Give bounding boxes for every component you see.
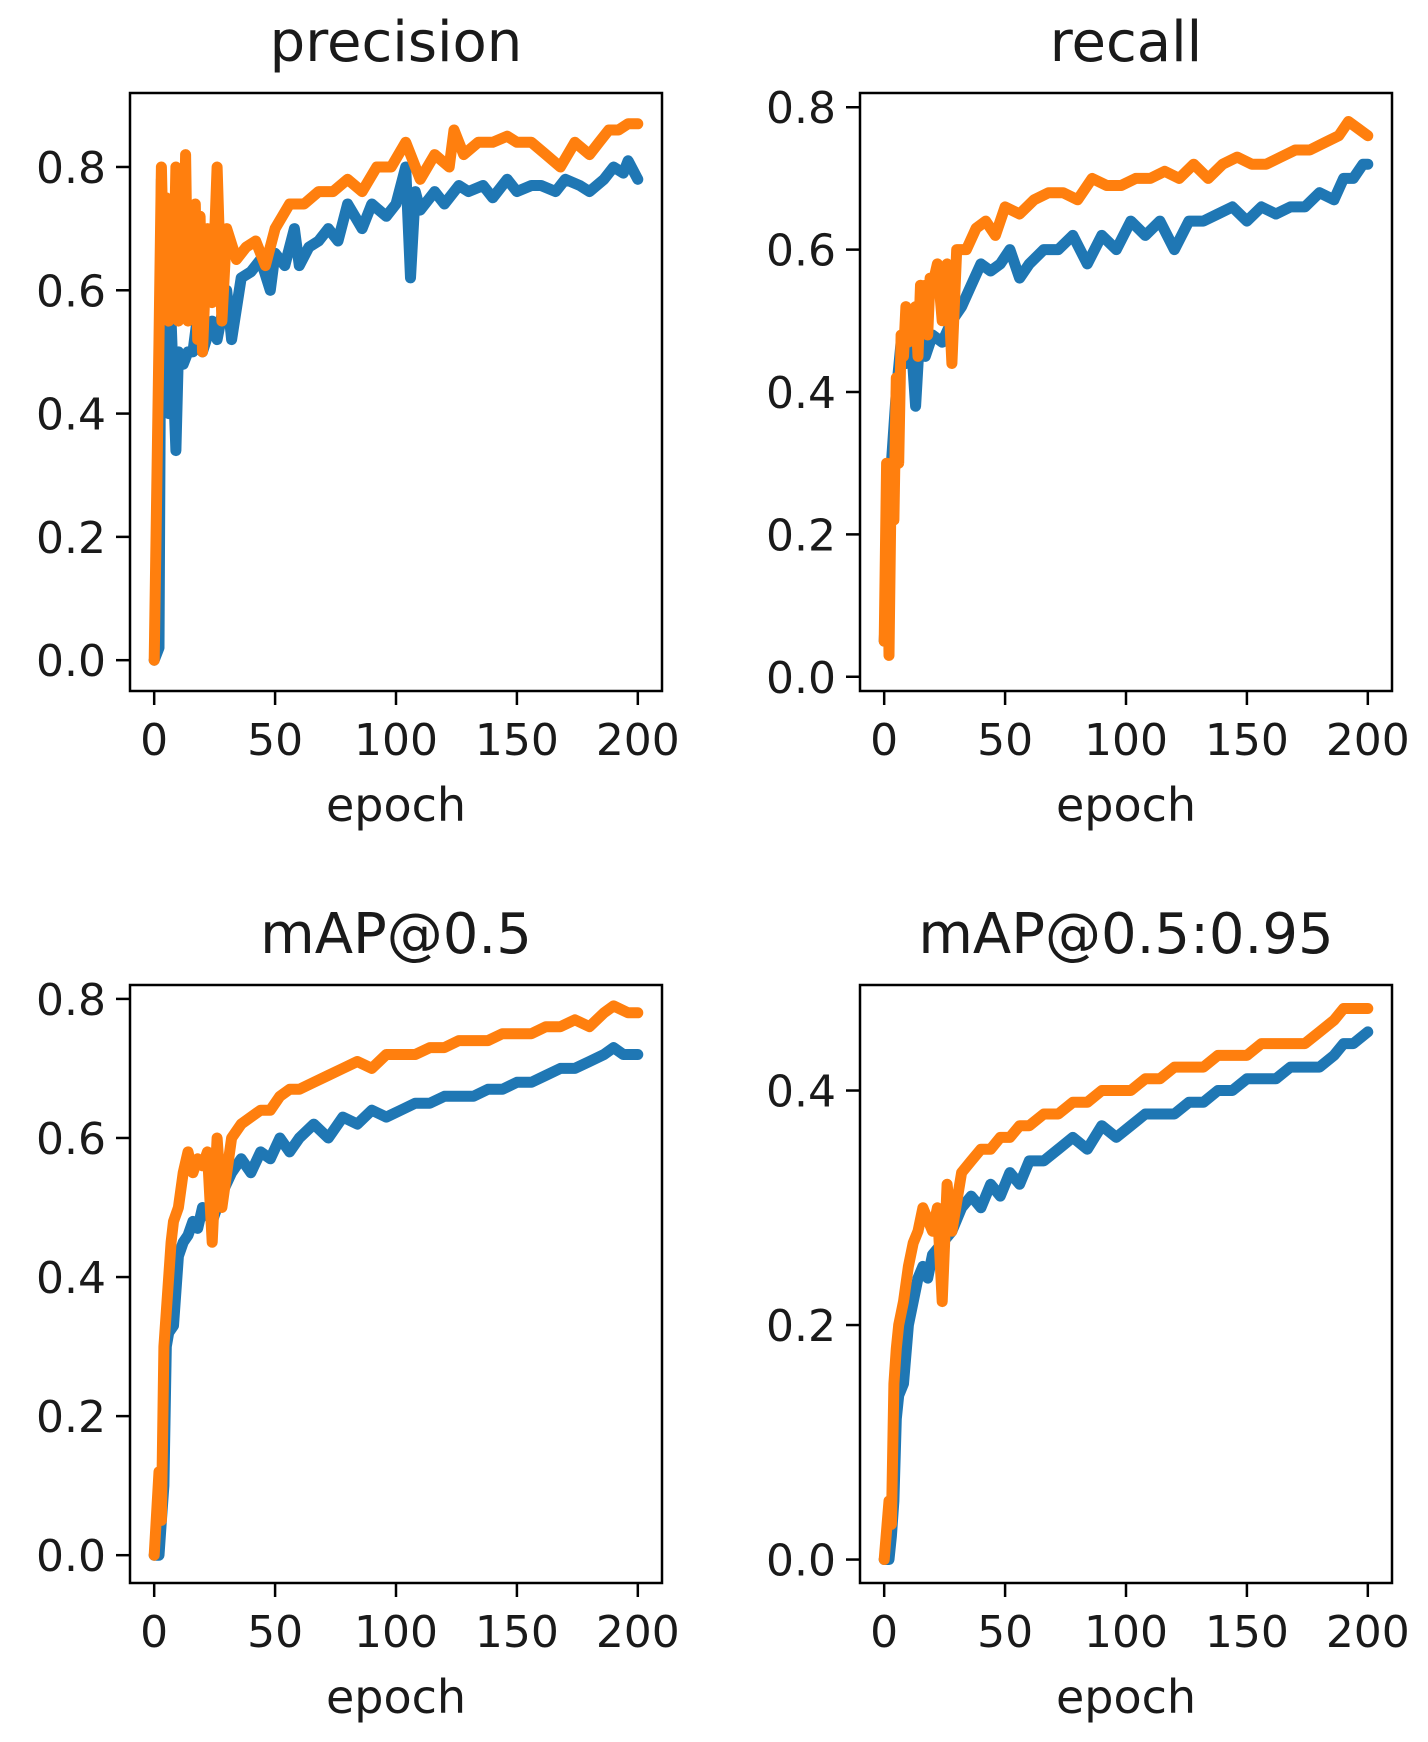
x-tick-label: 0: [140, 1607, 168, 1658]
x-tick-label: 150: [475, 1607, 559, 1658]
x-tick-label: 50: [247, 1607, 303, 1658]
y-tick-label: 0.2: [766, 510, 836, 561]
y-tick-label: 0.4: [36, 390, 106, 441]
x-tick-label: 0: [870, 715, 898, 766]
x-tick-label: 0: [870, 1607, 898, 1658]
plot-frame: [128, 983, 664, 1585]
y-tick-label: 0.8: [36, 975, 106, 1026]
series-line-series-a: [878, 158, 1374, 647]
y-tick-label: 0.2: [766, 1301, 836, 1352]
x-axis-label: epoch: [326, 1670, 466, 1724]
series-line-series-a: [148, 1042, 644, 1561]
chart-precision: 0 50 100 150 200 0.0 0.2 0.4 0.6 0.8 precision epoc…: [36, 10, 680, 832]
chart-title: recall: [1050, 10, 1202, 75]
series-line-series-b: [878, 116, 1374, 661]
series-line-series-a: [148, 155, 644, 666]
x-tick-label: 200: [1326, 1607, 1410, 1658]
y-tick-label: 0.6: [36, 266, 106, 317]
series-line-series-b: [148, 118, 644, 666]
y-tick-label: 0.8: [766, 83, 836, 134]
chart-title: mAP@0.5:0.95: [918, 902, 1333, 967]
y-tick-label: 0.8: [36, 143, 106, 194]
x-tick-label: 50: [247, 715, 303, 766]
x-axis-label: epoch: [1056, 778, 1196, 832]
x-tick-label: 100: [354, 715, 438, 766]
chart-map50-95: 0 50 100 150 200 0.0 0.2 0.4 mAP@0.5:0.95 epoch: [766, 902, 1410, 1724]
x-tick-label: 200: [1326, 715, 1410, 766]
x-tick-label: 100: [354, 1607, 438, 1658]
x-tick-label: 200: [596, 1607, 680, 1658]
x-tick-label: 150: [1205, 1607, 1289, 1658]
y-tick-label: 0.2: [36, 1392, 106, 1443]
x-tick-label: 50: [977, 715, 1033, 766]
series-line-series-a: [878, 1026, 1374, 1565]
y-tick-label: 0.4: [766, 1067, 836, 1118]
x-axis-label: epoch: [326, 778, 466, 832]
chart-map50: 0 50 100 150 200 0.0 0.2 0.4 0.6 0.8 mAP@0.5 epoch: [36, 902, 680, 1724]
chart-title: mAP@0.5: [260, 902, 532, 967]
chart-recall: 0 50 100 150 200 0.0 0.2 0.4 0.6 0.8 recall epoch: [766, 10, 1410, 832]
x-tick-label: 50: [977, 1607, 1033, 1658]
x-tick-label: 100: [1084, 715, 1168, 766]
y-tick-label: 0.0: [766, 1536, 836, 1587]
y-tick-label: 0.6: [36, 1114, 106, 1165]
y-tick-label: 0.4: [766, 368, 836, 419]
x-tick-label: 150: [475, 715, 559, 766]
y-tick-label: 0.0: [766, 653, 836, 704]
y-tick-label: 0.0: [36, 1531, 106, 1582]
y-tick-label: 0.6: [766, 226, 836, 277]
x-tick-label: 100: [1084, 1607, 1168, 1658]
x-tick-label: 150: [1205, 715, 1289, 766]
x-tick-label: 0: [140, 715, 168, 766]
y-tick-label: 0.0: [36, 636, 106, 687]
x-axis-label: epoch: [1056, 1670, 1196, 1724]
chart-title: precision: [270, 10, 523, 75]
y-tick-label: 0.2: [36, 513, 106, 564]
series-line-series-b: [878, 1003, 1374, 1565]
y-tick-label: 0.4: [36, 1253, 106, 1304]
x-tick-label: 200: [596, 715, 680, 766]
series-line-series-b: [148, 1000, 644, 1561]
